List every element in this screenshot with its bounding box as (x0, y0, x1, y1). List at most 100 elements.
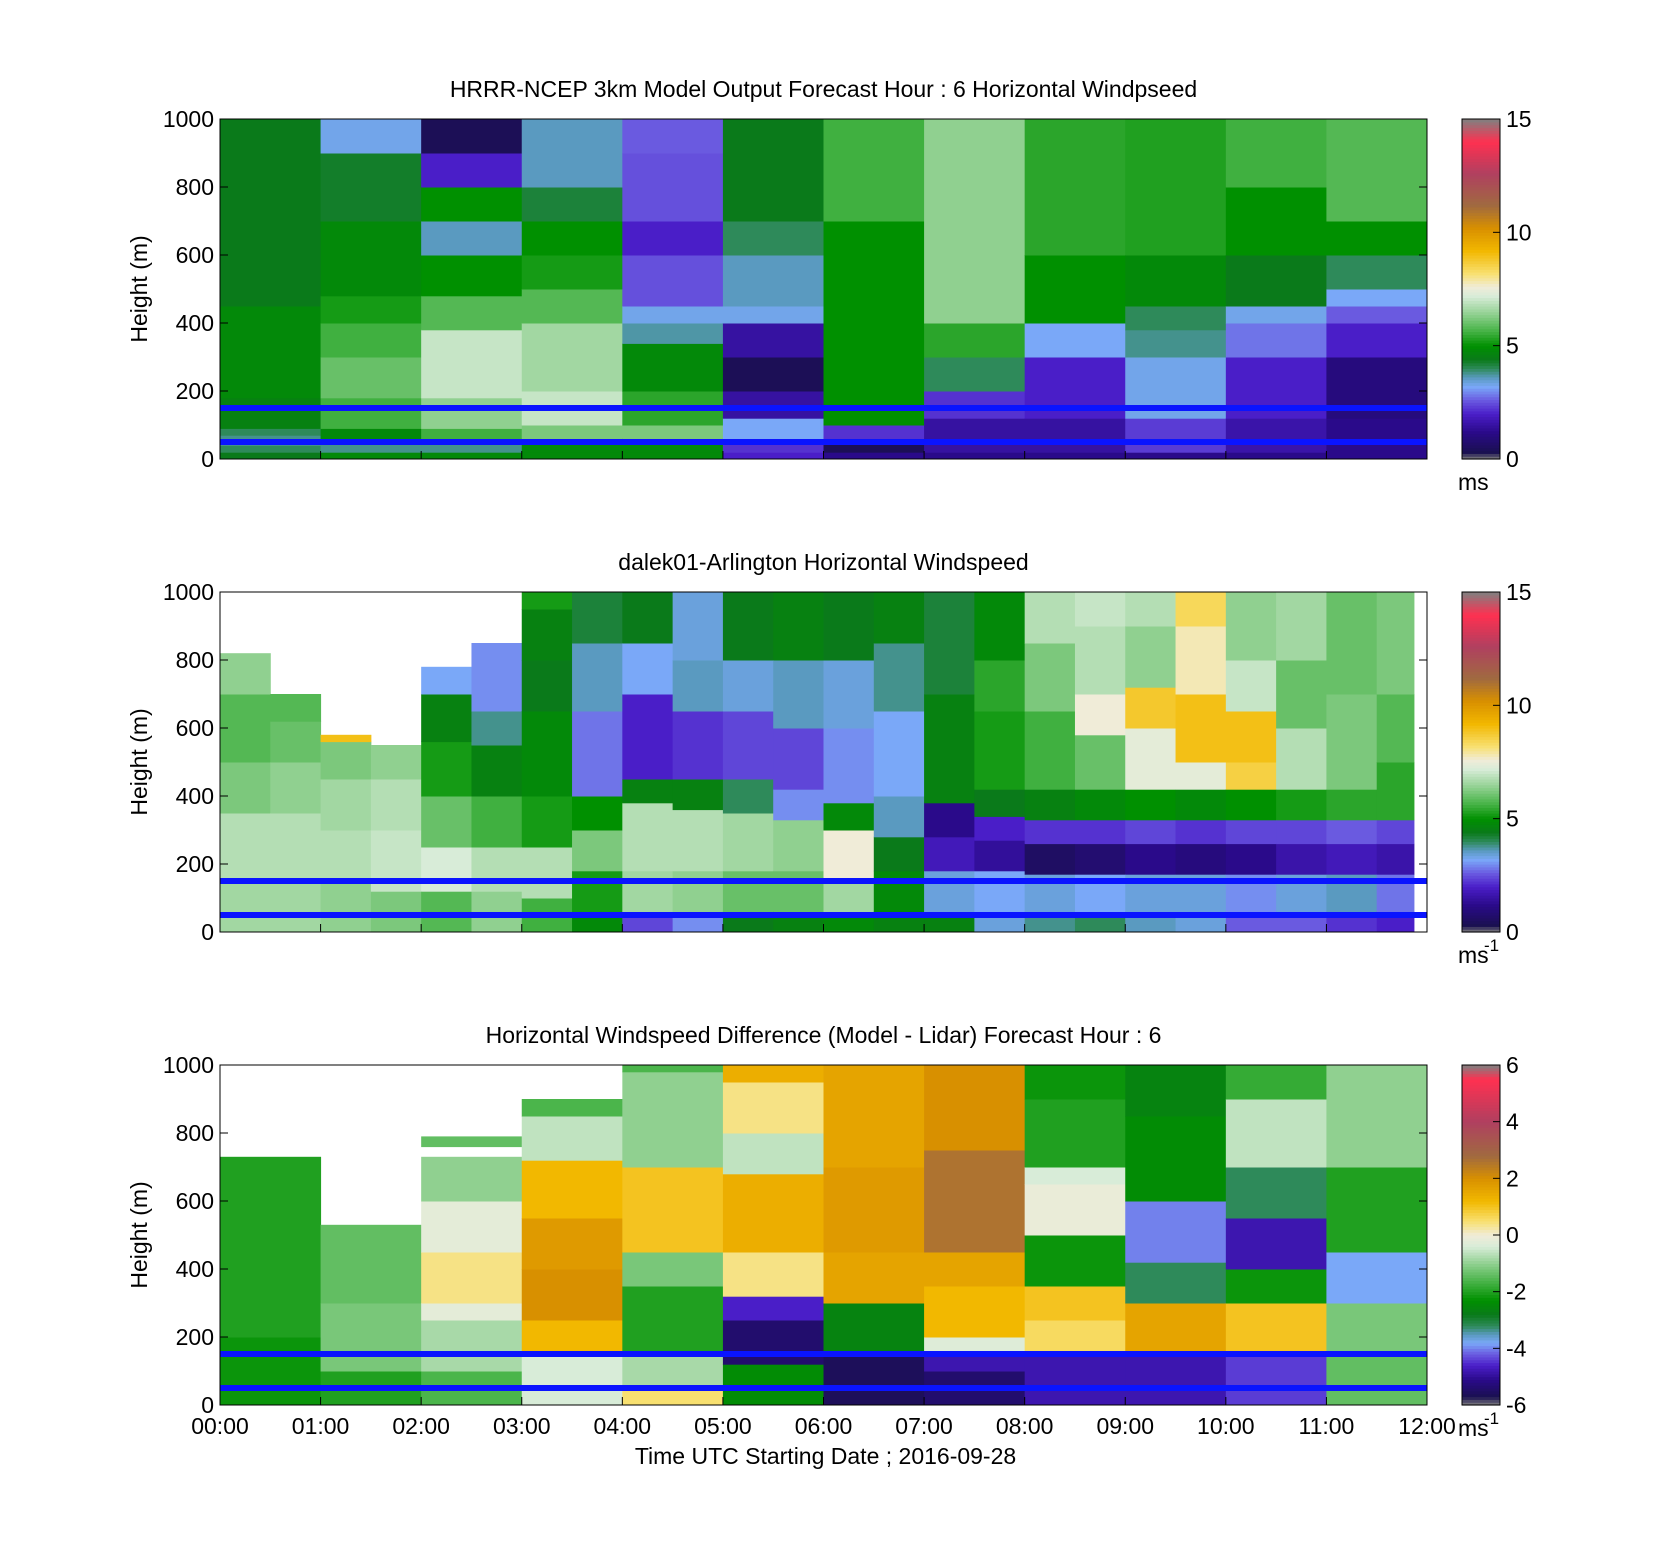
colorbar-segment (1462, 291, 1500, 296)
heatmap-cell (521, 1269, 623, 1321)
colorbar-segment (1462, 730, 1500, 735)
x-tick-label: 02:00 (392, 1413, 450, 1439)
heatmap-cell (1225, 1218, 1327, 1270)
y-tick-label: 600 (176, 715, 214, 741)
heatmap-cell (220, 653, 271, 695)
colorbar-segment (1462, 770, 1500, 774)
colorbar-segment (1462, 906, 1500, 910)
heatmap-cell (521, 592, 573, 610)
colorbar-segment (1462, 453, 1500, 457)
chart-panel-2: dalek01-Arlington Horizontal Windspeed 0 2… (126, 549, 1532, 968)
colorbar-segment (1462, 385, 1500, 389)
x-tick-label: 01:00 (292, 1413, 350, 1439)
colorbar-segment (1462, 433, 1500, 437)
colorbar-segment (1462, 705, 1500, 709)
y-tick-label: 400 (176, 310, 214, 336)
y-tick-label: 800 (176, 647, 214, 673)
heatmap-cell (320, 779, 372, 831)
y-axis-label: Height (m) (126, 235, 152, 342)
colorbar-segment (1462, 671, 1500, 675)
colorbar-segment (1462, 320, 1500, 324)
colorbar-segment (1462, 1399, 1500, 1403)
colorbar-segment (1462, 617, 1500, 621)
colorbar-segment (1462, 396, 1500, 401)
colorbar-segment (1462, 308, 1500, 313)
heatmap-cell (1125, 255, 1227, 307)
colorbar-segment (1462, 875, 1500, 879)
colorbar-segment (1462, 1288, 1500, 1293)
colorbar-segment (1462, 1189, 1500, 1194)
heatmap-cell (722, 1173, 824, 1253)
colorbar-segment (1462, 274, 1500, 279)
x-tick-label: 08:00 (996, 1413, 1054, 1439)
colorbar-segment (1462, 187, 1500, 191)
colorbar-segment (1462, 413, 1500, 418)
colorbar-segment (1462, 827, 1500, 831)
colorbar-segment (1462, 1291, 1500, 1296)
heatmap-cell (823, 1354, 925, 1406)
colorbar-segment (1462, 830, 1500, 834)
colorbar-segment (1462, 1121, 1500, 1126)
colorbar-segment (1462, 340, 1500, 344)
heatmap-cell (924, 1354, 1026, 1372)
colorbar-segment (1462, 1263, 1500, 1267)
heatmap-cell (873, 870, 925, 913)
colorbar-segment (1462, 628, 1500, 633)
colorbar-segment (1462, 450, 1500, 454)
heatmap-cell (1276, 728, 1327, 790)
heatmap-cell (421, 329, 523, 399)
colorbar-segment (1462, 844, 1500, 848)
heatmap-cell (572, 711, 623, 797)
heatmap-cell (924, 391, 1026, 419)
colorbar-segment (1462, 1212, 1500, 1216)
colorbar-segment (1462, 1294, 1500, 1298)
heatmap-cell (1225, 1099, 1327, 1168)
colorbar-segment (1462, 283, 1500, 287)
heatmap-cell (622, 694, 674, 780)
colorbar-segment (1462, 376, 1500, 381)
heatmap-cell (823, 830, 875, 879)
colorbar-segment (1462, 620, 1500, 624)
heatmap-cell (421, 741, 472, 797)
colorbar-segment (1462, 416, 1500, 420)
heatmap-cell (823, 289, 925, 426)
colorbar-segment (1462, 121, 1500, 126)
colorbar-segment (1462, 886, 1500, 891)
heatmap-cell (924, 418, 1026, 453)
colorbar-segment (1462, 252, 1500, 256)
y-tick-label: 1000 (163, 1052, 214, 1078)
colorbar-unit-superscript: -1 (1484, 1409, 1499, 1428)
colorbar-segment (1462, 144, 1500, 148)
colorbar-segment (1462, 679, 1500, 684)
colorbar-segment (1462, 297, 1500, 301)
heatmap-cell (421, 1252, 523, 1304)
colorbar-segment (1462, 623, 1500, 627)
heatmap-cell (974, 711, 1026, 790)
colorbar-segment (1462, 1308, 1500, 1313)
heatmap-cell (1024, 711, 1076, 790)
colorbar-segment (1462, 1090, 1500, 1094)
heatmap-cell (270, 694, 322, 722)
heatmap-cell (471, 711, 523, 746)
heatmap-cell (823, 425, 925, 440)
colorbar-segment (1462, 1260, 1500, 1264)
colorbar-segment (1462, 212, 1500, 216)
heatmap-cell (823, 660, 875, 729)
colorbar-segment (1462, 150, 1500, 154)
colorbar-segment (1462, 1118, 1500, 1123)
colorbar-segment (1462, 674, 1500, 678)
heatmap-cell (521, 119, 623, 188)
chart-title: dalek01-Arlington Horizontal Windspeed (618, 549, 1028, 575)
colorbar-segment (1462, 436, 1500, 440)
colorbar-segment (1462, 722, 1500, 726)
colorbar-segment (1462, 609, 1500, 613)
colorbar-segment (1462, 306, 1500, 310)
colorbar-segment (1462, 892, 1500, 896)
colorbar-segment (1462, 229, 1500, 233)
heatmap-cell (924, 1286, 1026, 1338)
colorbar-segment (1462, 1087, 1500, 1092)
colorbar-segment (1462, 1388, 1500, 1392)
heatmap-cell (1024, 418, 1126, 453)
colorbar-segment (1462, 1354, 1500, 1358)
colorbar-segment (1462, 1328, 1500, 1332)
